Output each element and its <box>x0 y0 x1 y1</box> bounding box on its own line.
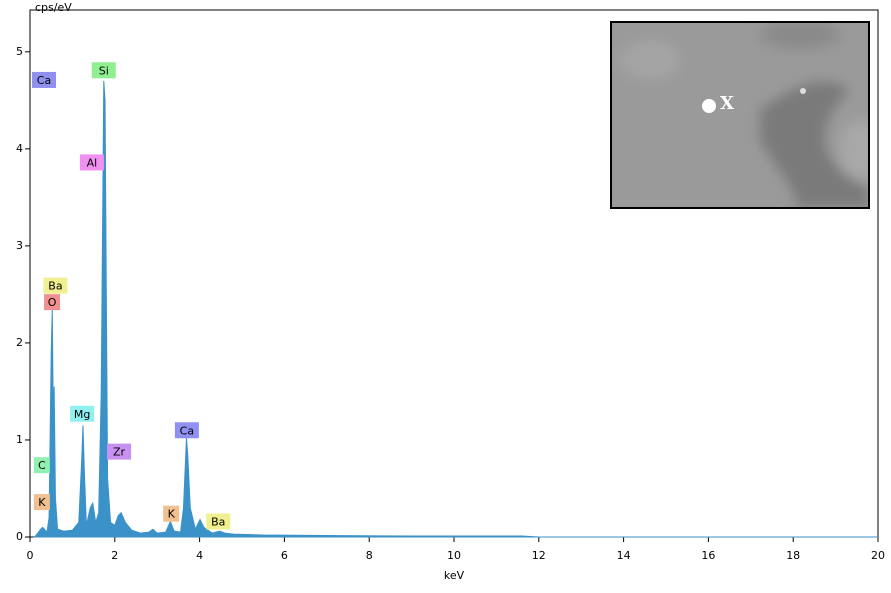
peak-label-text: Zr <box>113 446 126 459</box>
inset-particle <box>800 88 806 94</box>
x-tick-label: 2 <box>111 549 118 562</box>
peak-label-box <box>43 277 68 294</box>
peak-label-box <box>206 513 231 530</box>
peak-label: Ba <box>206 513 231 530</box>
inset-particle <box>702 99 716 113</box>
peak-label: K <box>163 505 180 522</box>
peak-label-text: Ba <box>48 280 62 293</box>
y-tick-label: 2 <box>16 336 23 349</box>
x-axis-label: keV <box>444 569 465 582</box>
x-tick-label: 10 <box>447 549 461 562</box>
peak-label: Ca <box>174 422 199 439</box>
x-tick-label: 0 <box>27 549 34 562</box>
peak-label-text: Si <box>99 64 109 77</box>
x-tick-label: 4 <box>196 549 203 562</box>
peak-label: K <box>33 494 50 511</box>
x-tick-label: 20 <box>871 549 885 562</box>
inset-marker: X <box>720 93 734 114</box>
x-tick-label: 12 <box>532 549 546 562</box>
y-tick-label: 5 <box>16 45 23 58</box>
peak-label-box <box>79 154 104 171</box>
peak-label: Al <box>79 154 104 171</box>
x-tick-label: 14 <box>617 549 631 562</box>
peak-label: O <box>44 294 61 311</box>
y-tick-label: 3 <box>16 239 23 252</box>
peak-label-box <box>33 494 50 511</box>
peak-label: C <box>33 457 50 474</box>
peak-label-text: O <box>48 296 57 309</box>
peak-label-text: K <box>168 508 176 521</box>
peak-label: Zr <box>107 443 132 460</box>
peak-label: Ba <box>43 277 68 294</box>
peak-label-text: Ca <box>37 74 51 87</box>
y-axis-label: cps/eV <box>35 1 72 14</box>
peak-label-text: K <box>38 496 46 509</box>
spectrum-area <box>32 80 878 538</box>
peak-label-box <box>70 405 95 422</box>
peak-label-text: Ba <box>211 515 225 528</box>
peak-label-box <box>31 71 56 88</box>
peak-label-box <box>174 422 199 439</box>
y-tick-label: 0 <box>16 530 23 543</box>
peak-label-box <box>163 505 180 522</box>
peak-label-text: Al <box>87 156 98 169</box>
peak-label: Ca <box>31 71 56 88</box>
x-tick-label: 6 <box>281 549 288 562</box>
peak-label-box <box>107 443 132 460</box>
peak-label: Mg <box>70 405 95 422</box>
inset-frame <box>610 21 870 209</box>
peak-label-text: C <box>38 459 46 472</box>
peak-label-box <box>33 457 50 474</box>
y-tick-label: 1 <box>16 433 23 446</box>
peak-label-text: Ca <box>180 424 194 437</box>
peak-label-box <box>91 62 116 79</box>
y-tick-label: 4 <box>16 142 23 155</box>
peak-label-box <box>44 294 61 311</box>
x-tick-label: 18 <box>786 549 800 562</box>
peak-label-text: Mg <box>74 408 90 421</box>
x-tick-label: 8 <box>366 549 373 562</box>
x-tick-label: 16 <box>701 549 715 562</box>
peak-label: Si <box>91 62 116 79</box>
